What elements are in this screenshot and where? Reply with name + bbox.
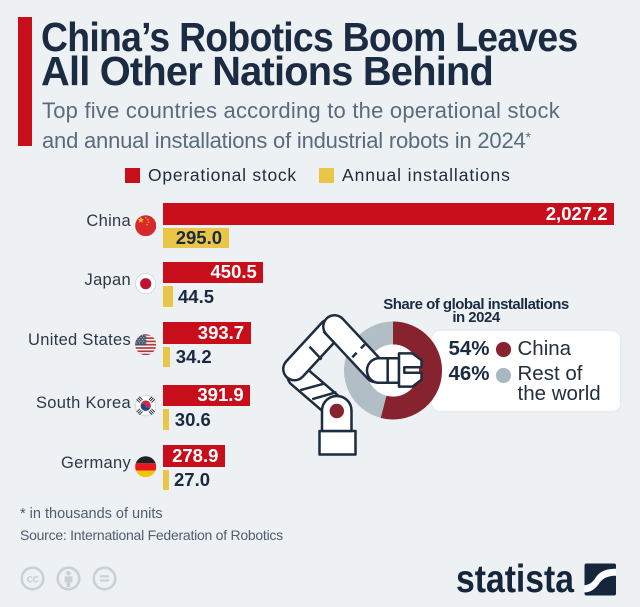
svg-text:statista: statista [456, 558, 574, 601]
svg-text:cc: cc [27, 573, 40, 585]
